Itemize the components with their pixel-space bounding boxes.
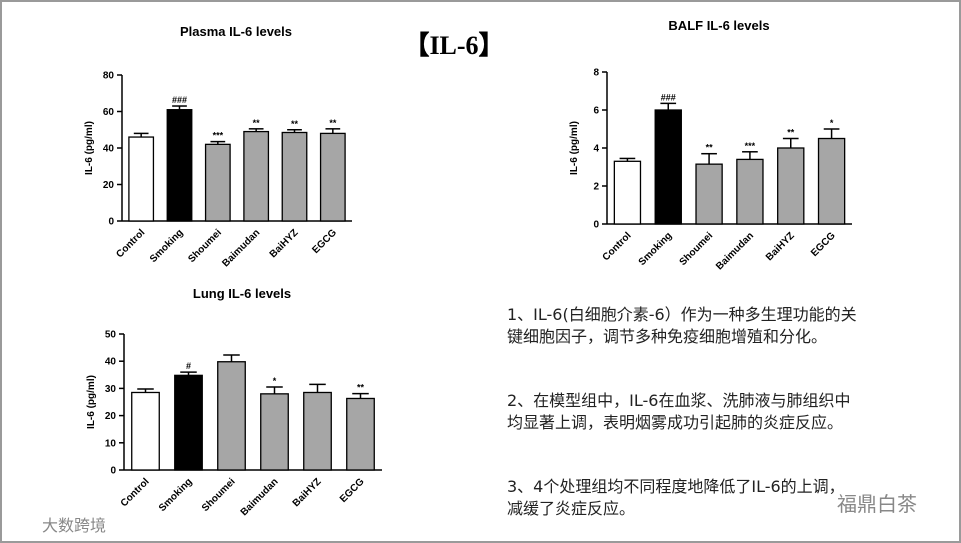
bar — [128, 136, 155, 222]
note: 2、在模型组中，IL-6在血浆、洗肺液与肺组织中均显著上调，表明烟雾成功引起肺的… — [507, 391, 851, 432]
significance-label: * — [830, 118, 834, 128]
bar — [243, 130, 270, 222]
bar — [281, 131, 308, 222]
bar — [736, 158, 764, 225]
bar — [217, 361, 246, 471]
bar — [777, 147, 805, 225]
bar — [613, 160, 642, 225]
y-tick-label: 8 — [593, 68, 599, 79]
significance-label: ** — [706, 143, 714, 153]
y-tick-label: 40 — [105, 357, 117, 368]
y-tick-label: 0 — [108, 217, 114, 228]
bar — [303, 391, 332, 471]
bar — [346, 397, 375, 471]
x-tick-label: Baimudan — [220, 227, 262, 269]
slide-title: 【IL-6】 — [403, 31, 504, 60]
x-tick-label: EGCG — [809, 230, 838, 259]
x-tick-label: BaiHYZ — [291, 476, 324, 509]
x-tick-label: Shoumei — [186, 227, 224, 265]
bar — [817, 137, 846, 225]
x-tick-label: EGCG — [310, 227, 339, 256]
watermark: 福鼎白茶 — [837, 492, 917, 516]
bar — [319, 132, 346, 222]
significance-label: ### — [661, 92, 676, 102]
y-tick-label: 0 — [593, 220, 599, 231]
chart-title: BALF IL-6 levels — [668, 18, 769, 33]
significance-label: ** — [787, 128, 795, 138]
chart-title: Plasma IL-6 levels — [180, 24, 292, 39]
y-tick-label: 10 — [105, 438, 117, 449]
significance-label: ** — [329, 118, 337, 128]
significance-label: * — [273, 376, 277, 386]
bar — [204, 143, 231, 222]
bar — [131, 391, 160, 471]
x-tick-label: BaiHYZ — [268, 227, 301, 260]
x-tick-label: Baimudan — [239, 476, 281, 518]
x-tick-label: Smoking — [148, 227, 186, 265]
x-tick-label: Control — [601, 230, 634, 263]
y-tick-label: 2 — [593, 182, 599, 193]
bar — [654, 109, 682, 225]
y-axis-label: IL-6 (pg/ml) — [569, 121, 580, 175]
note: 1、IL-6(白细胞介素-6）作为一种多生理功能的关键细胞因子，调节多种免疫细胞… — [507, 305, 857, 346]
x-tick-label: Control — [119, 476, 152, 509]
note: 3、4个处理组均不同程度地降低了IL-6的上调，减缓了炎症反应。 — [507, 477, 845, 518]
x-tick-label: BaiHYZ — [764, 230, 797, 263]
significance-label: ### — [172, 95, 187, 105]
x-tick-label: Baimudan — [714, 230, 756, 272]
x-tick-label: Shoumei — [200, 476, 238, 514]
y-tick-label: 0 — [110, 466, 116, 477]
bar — [174, 374, 203, 471]
significance-label: *** — [213, 131, 224, 141]
y-tick-label: 6 — [593, 106, 599, 117]
significance-label: ** — [253, 118, 261, 128]
x-tick-label: Smoking — [157, 476, 195, 514]
significance-label: ** — [291, 119, 299, 129]
y-tick-label: 4 — [593, 144, 599, 155]
x-tick-label: EGCG — [338, 476, 367, 505]
y-tick-label: 60 — [103, 107, 115, 118]
y-tick-label: 20 — [103, 180, 115, 191]
y-tick-label: 20 — [105, 411, 117, 422]
x-tick-label: Smoking — [637, 230, 675, 268]
significance-label: *** — [745, 141, 756, 151]
bar — [695, 163, 723, 225]
x-tick-label: Control — [114, 227, 147, 260]
chart-title: Lung IL-6 levels — [193, 286, 291, 301]
y-tick-label: 50 — [105, 330, 117, 341]
bar — [166, 109, 193, 222]
significance-label: ** — [357, 383, 365, 393]
y-tick-label: 80 — [103, 71, 115, 82]
y-axis-label: IL-6 (pg/ml) — [84, 121, 95, 175]
y-tick-label: 40 — [103, 144, 115, 155]
watermark: 大数跨境 — [42, 516, 107, 535]
y-axis-label: IL-6 (pg/ml) — [86, 375, 97, 429]
x-tick-label: Shoumei — [678, 230, 716, 268]
bar — [260, 393, 289, 471]
significance-label: # — [186, 361, 191, 371]
y-tick-label: 30 — [105, 384, 117, 395]
